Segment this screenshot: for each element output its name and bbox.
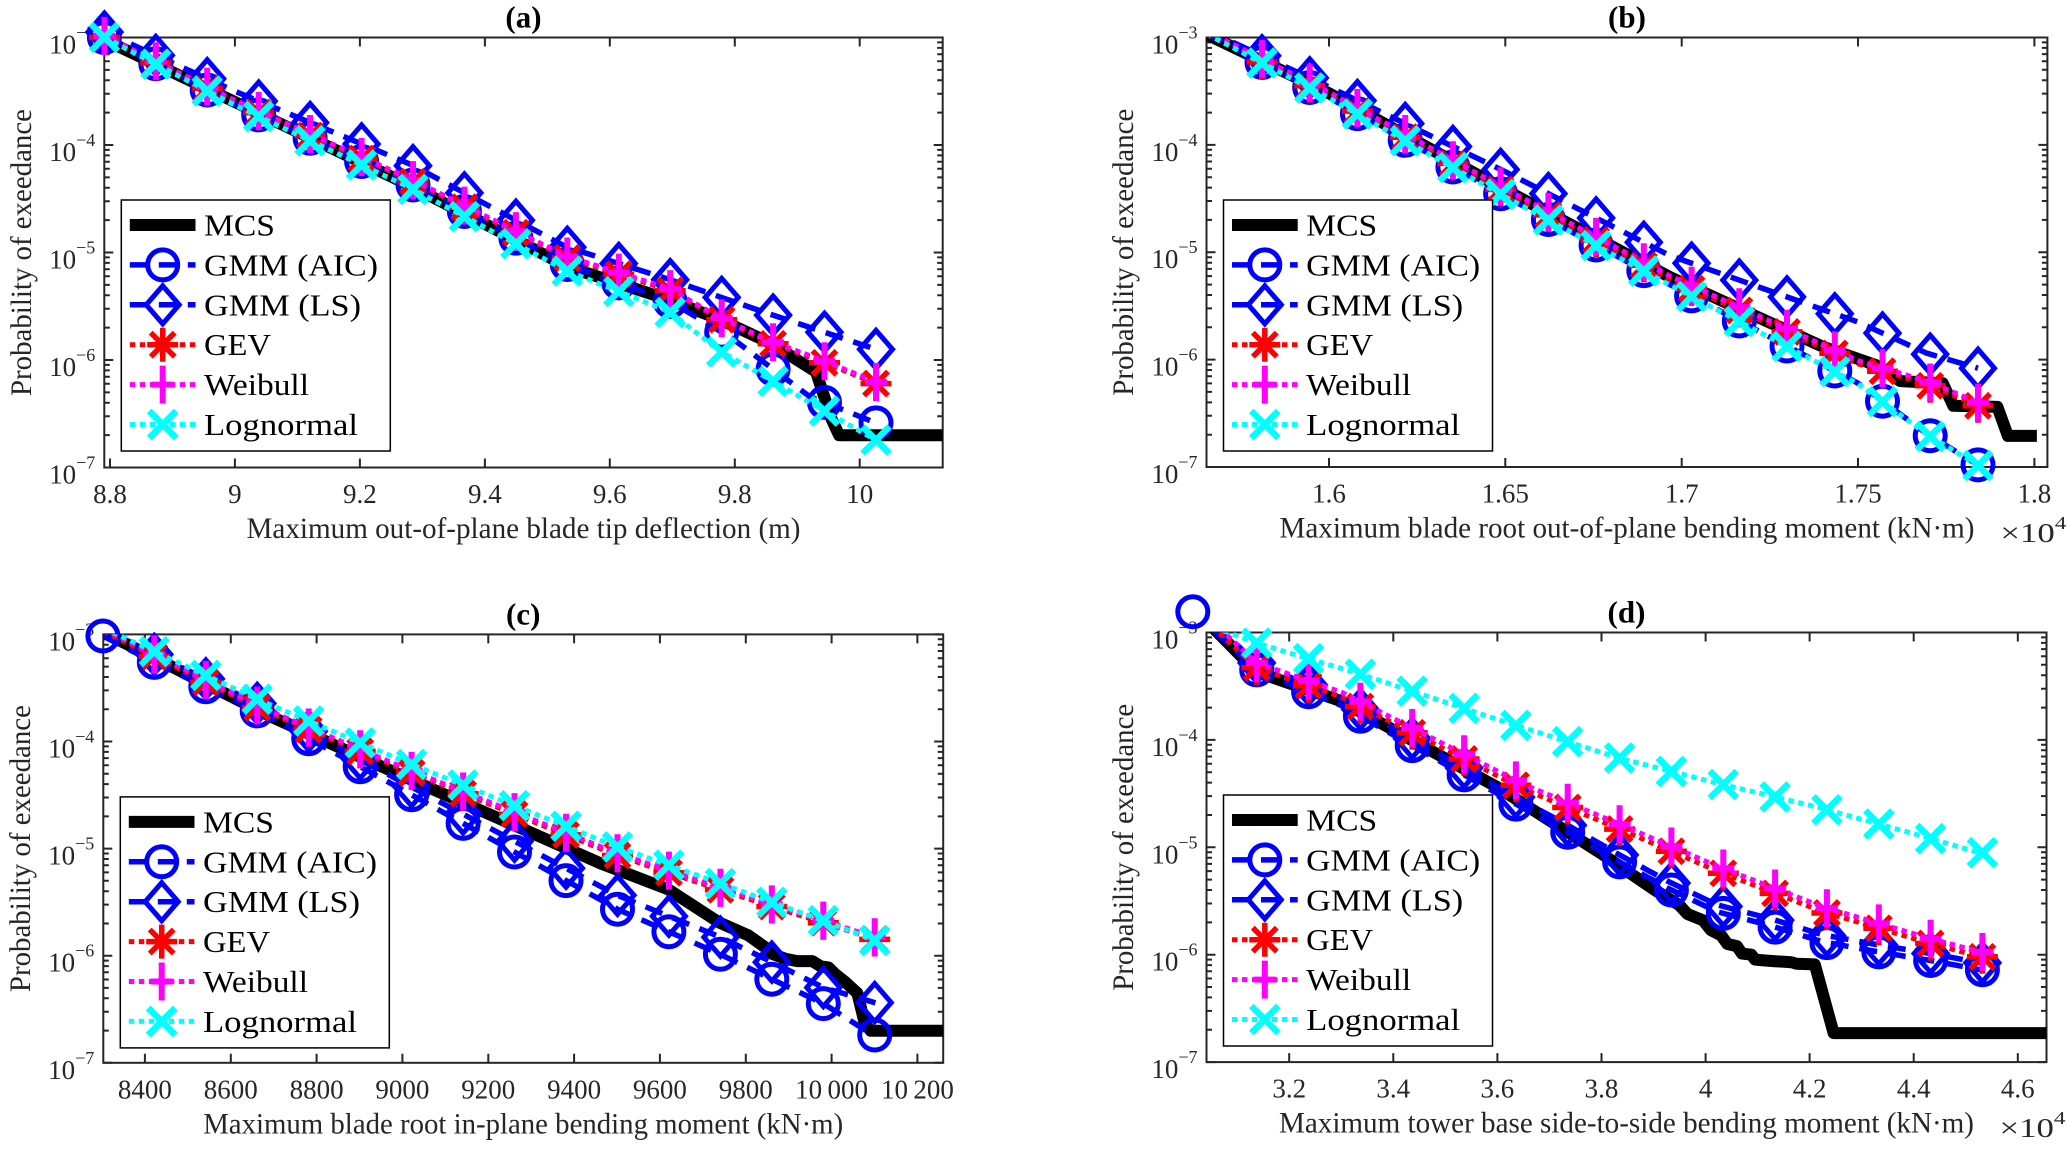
svg-text:4.4: 4.4 — [1897, 1074, 1931, 1104]
svg-text:MCS: MCS — [1306, 208, 1377, 243]
svg-text:Weibull: Weibull — [1306, 367, 1411, 402]
svg-text:8.8: 8.8 — [93, 479, 127, 509]
svg-text:9600: 9600 — [633, 1074, 687, 1104]
svg-text:Probability of exeedance: Probability of exeedance — [4, 705, 37, 992]
svg-text:3.2: 3.2 — [1272, 1074, 1306, 1104]
svg-text:10−5: 10−5 — [1151, 832, 1197, 869]
svg-text:GMM (AIC): GMM (AIC) — [1306, 247, 1480, 282]
svg-text:MCS: MCS — [1306, 803, 1377, 838]
svg-text:(d): (d) — [1608, 595, 1646, 630]
svg-text:9.8: 9.8 — [718, 479, 752, 509]
svg-text:1.7: 1.7 — [1665, 479, 1699, 509]
svg-text:GMM (AIC): GMM (AIC) — [1306, 842, 1480, 877]
svg-text:9800: 9800 — [719, 1074, 773, 1104]
svg-text:Weibull: Weibull — [1306, 962, 1411, 997]
svg-text:10: 10 — [846, 479, 873, 509]
svg-text:GMM (LS): GMM (LS) — [203, 884, 360, 919]
svg-text:3.8: 3.8 — [1585, 1074, 1619, 1104]
svg-text:GMM (AIC): GMM (AIC) — [204, 247, 378, 282]
svg-text:8400: 8400 — [118, 1074, 172, 1104]
svg-text:9.2: 9.2 — [343, 479, 377, 509]
svg-text:10−7: 10−7 — [1151, 452, 1197, 489]
svg-text:Maximum blade root out-of-plan: Maximum blade root out-of-plane bending … — [1280, 512, 1975, 545]
svg-text:9.6: 9.6 — [593, 479, 627, 509]
svg-text:Maximum out-of-plane blade tip: Maximum out-of-plane blade tip deflectio… — [247, 512, 801, 545]
svg-text:(a): (a) — [505, 0, 541, 35]
svg-text:Lognormal: Lognormal — [1306, 407, 1460, 442]
svg-text:3.6: 3.6 — [1481, 1074, 1515, 1104]
svg-text:Lognormal: Lognormal — [203, 1004, 357, 1039]
svg-text:1.8: 1.8 — [2018, 479, 2052, 509]
svg-text:GMM (LS): GMM (LS) — [204, 287, 361, 322]
svg-text:Maximum tower base side-to-sid: Maximum tower base side-to-side bending … — [1279, 1107, 1974, 1140]
svg-text:1.65: 1.65 — [1482, 479, 1529, 509]
svg-text:GEV: GEV — [203, 924, 271, 959]
svg-text:10 000: 10 000 — [795, 1074, 868, 1104]
svg-text:MCS: MCS — [203, 804, 274, 839]
svg-text:Lognormal: Lognormal — [1306, 1002, 1460, 1037]
svg-text:9: 9 — [228, 479, 242, 509]
svg-text:3.4: 3.4 — [1376, 1074, 1410, 1104]
svg-text:4: 4 — [1699, 1074, 1713, 1104]
svg-text:9200: 9200 — [461, 1074, 515, 1104]
svg-text:Weibull: Weibull — [203, 964, 308, 999]
svg-text:4.2: 4.2 — [1793, 1074, 1827, 1104]
svg-text:Weibull: Weibull — [204, 367, 309, 402]
svg-text:1.6: 1.6 — [1312, 479, 1346, 509]
svg-text:10 200: 10 200 — [881, 1074, 954, 1104]
svg-text:4.6: 4.6 — [2001, 1074, 2035, 1104]
svg-text:GMM (LS): GMM (LS) — [1306, 287, 1463, 322]
svg-text:Probability of exeedance: Probability of exeedance — [1107, 109, 1140, 396]
svg-text:Lognormal: Lognormal — [204, 407, 358, 442]
svg-text:Maximum blade root in-plane be: Maximum blade root in-plane bending mome… — [203, 1107, 843, 1140]
svg-text:GMM (AIC): GMM (AIC) — [203, 844, 377, 879]
svg-text:1.75: 1.75 — [1834, 479, 1881, 509]
svg-text:(b): (b) — [1608, 0, 1646, 35]
svg-text:9000: 9000 — [375, 1074, 429, 1104]
svg-text:8800: 8800 — [290, 1074, 344, 1104]
svg-text:9.4: 9.4 — [468, 479, 502, 509]
svg-text:Probability of exeedance: Probability of exeedance — [1107, 704, 1140, 991]
svg-text:GMM (LS): GMM (LS) — [1306, 882, 1463, 917]
svg-text:Probability of exeedance: Probability of exeedance — [5, 109, 38, 396]
svg-text:GEV: GEV — [1306, 922, 1374, 957]
svg-text:GEV: GEV — [1306, 327, 1374, 362]
svg-text:9400: 9400 — [547, 1074, 601, 1104]
svg-text:10−3: 10−3 — [1151, 23, 1197, 60]
svg-text:MCS: MCS — [204, 208, 275, 243]
svg-text:8600: 8600 — [204, 1074, 258, 1104]
svg-text:10−7: 10−7 — [49, 453, 95, 490]
svg-text:(c): (c) — [506, 596, 540, 631]
svg-text:GEV: GEV — [204, 327, 272, 362]
